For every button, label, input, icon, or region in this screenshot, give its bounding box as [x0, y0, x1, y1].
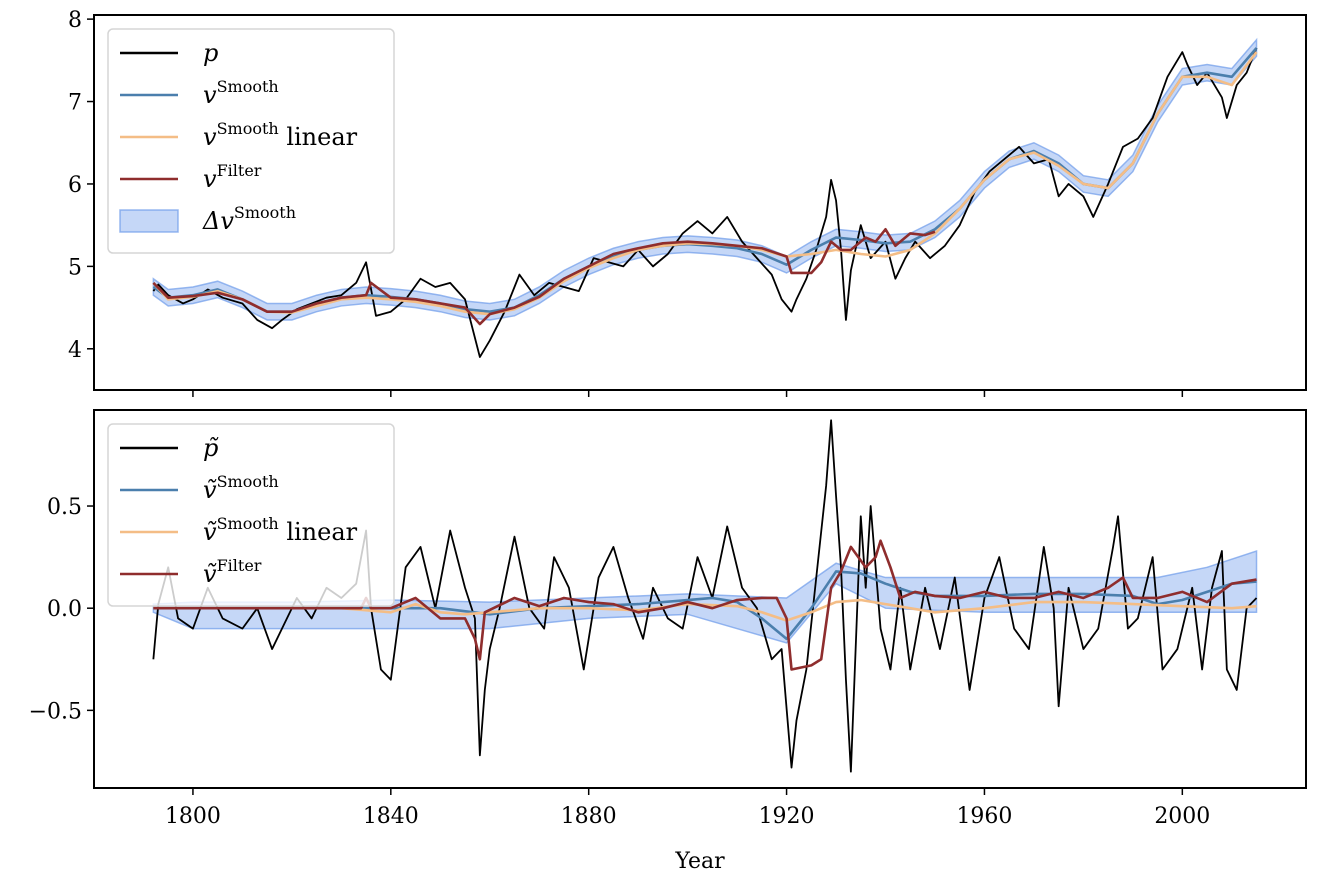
axes-frame — [93, 14, 1307, 391]
uncertainty-band — [152, 37, 1258, 321]
axes-frame — [93, 409, 1307, 789]
legend-label: p — [203, 39, 218, 67]
legend-label: ΔvSmooth — [202, 203, 296, 235]
y-tick-label: 8 — [68, 8, 82, 33]
legend-swatch — [119, 209, 179, 233]
series-line-3 — [152, 227, 936, 326]
legend-label: vSmooth linear — [203, 119, 358, 151]
legend-box — [107, 423, 395, 607]
plot-area-top — [152, 37, 1258, 358]
legend-label: vFilter — [203, 161, 262, 193]
y-tick-label: −0.5 — [29, 699, 82, 724]
x-tick-label: 1920 — [759, 804, 815, 829]
y-tick-label: 4 — [68, 338, 82, 363]
legend-label: ṽFilter — [203, 556, 262, 588]
series-line-0 — [152, 47, 1258, 358]
x-tick-label: 2000 — [1154, 804, 1210, 829]
series-line-3 — [153, 539, 1257, 671]
legend-label: p̃ — [203, 434, 219, 462]
legend-label: vSmooth — [203, 77, 279, 109]
y-tick-label: 5 — [68, 255, 82, 280]
plot-area-bottom — [152, 419, 1258, 773]
x-tick-label: 1960 — [956, 804, 1012, 829]
y-tick-label: 0.5 — [47, 495, 82, 520]
x-tick-label: 1880 — [561, 804, 617, 829]
y-tick-label: 7 — [68, 91, 82, 116]
legend-label: ṽSmooth — [203, 472, 279, 504]
y-tick-label: 0.0 — [47, 597, 82, 622]
series-line-2 — [153, 598, 1257, 622]
x-axis-label: Year — [674, 849, 725, 874]
legend-box — [107, 28, 395, 254]
x-tick-label: 1840 — [363, 804, 419, 829]
legend-label: ṽSmooth linear — [203, 514, 358, 546]
x-tick-label: 1800 — [165, 804, 221, 829]
y-tick-label: 6 — [68, 173, 82, 198]
uncertainty-band — [152, 549, 1258, 644]
